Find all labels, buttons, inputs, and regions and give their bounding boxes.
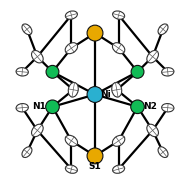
Ellipse shape xyxy=(147,124,158,137)
Ellipse shape xyxy=(65,135,78,146)
Circle shape xyxy=(46,100,59,114)
Ellipse shape xyxy=(162,104,174,112)
Circle shape xyxy=(87,148,103,164)
Ellipse shape xyxy=(22,24,32,35)
Ellipse shape xyxy=(112,135,125,146)
Ellipse shape xyxy=(158,24,168,35)
Circle shape xyxy=(131,100,144,114)
Ellipse shape xyxy=(112,43,125,54)
Circle shape xyxy=(87,25,103,41)
Text: Ni: Ni xyxy=(101,90,111,99)
Ellipse shape xyxy=(32,50,43,63)
Circle shape xyxy=(46,65,59,78)
Ellipse shape xyxy=(68,82,78,97)
Ellipse shape xyxy=(158,147,168,157)
Ellipse shape xyxy=(16,68,28,76)
Circle shape xyxy=(87,87,103,102)
Ellipse shape xyxy=(32,124,43,137)
Ellipse shape xyxy=(162,68,174,76)
Ellipse shape xyxy=(16,104,28,112)
Text: S1: S1 xyxy=(89,162,101,171)
Ellipse shape xyxy=(113,11,125,19)
Ellipse shape xyxy=(113,165,125,173)
Circle shape xyxy=(131,65,144,78)
Ellipse shape xyxy=(147,50,158,63)
Text: N1: N1 xyxy=(32,102,46,111)
Ellipse shape xyxy=(22,147,32,157)
Ellipse shape xyxy=(112,82,122,97)
Ellipse shape xyxy=(65,165,77,173)
Ellipse shape xyxy=(65,11,77,19)
Text: N2: N2 xyxy=(143,102,157,111)
Ellipse shape xyxy=(65,43,78,54)
